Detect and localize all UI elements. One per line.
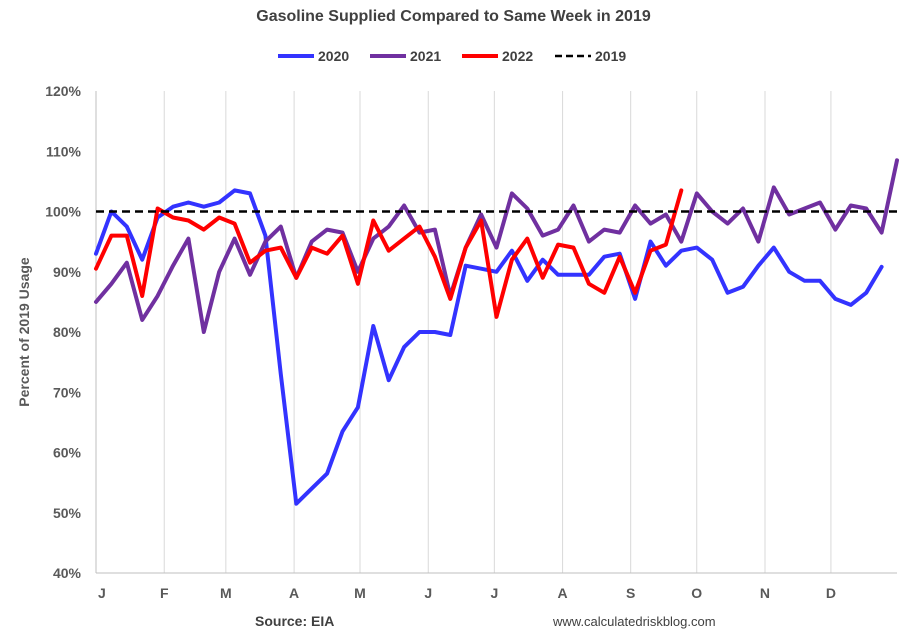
legend-label-2021: 2021 xyxy=(410,48,441,64)
y-tick-label: 80% xyxy=(53,324,82,340)
x-tick-label: N xyxy=(760,585,770,601)
x-tick-label: A xyxy=(558,585,568,601)
watermark-url: www.calculatedriskblog.com xyxy=(552,614,716,629)
legend-label-2020: 2020 xyxy=(318,48,349,64)
chart-title: Gasoline Supplied Compared to Same Week … xyxy=(256,8,651,25)
x-tick-label: J xyxy=(98,585,106,601)
x-tick-label: O xyxy=(691,585,702,601)
x-tick-label: M xyxy=(354,585,366,601)
series-line-2022 xyxy=(94,188,684,319)
y-tick-label: 70% xyxy=(53,384,82,400)
x-tick-label: M xyxy=(220,585,232,601)
series-layer xyxy=(94,158,899,506)
y-tick-label: 90% xyxy=(53,264,82,280)
source-label: Source: EIA xyxy=(255,613,334,629)
x-tick-label: S xyxy=(626,585,635,601)
x-tick-label: D xyxy=(826,585,836,601)
y-tick-label: 120% xyxy=(45,83,81,99)
axes-layer xyxy=(95,91,897,574)
x-tick-label: F xyxy=(160,585,169,601)
label-layer: 40% 50% 60% 70% 80% 90% 100% 110% 120% J F M A M J J A S O… xyxy=(16,83,836,629)
y-tick-label: 40% xyxy=(53,565,82,581)
series-line-2021 xyxy=(94,158,899,334)
x-tick-label: J xyxy=(424,585,432,601)
y-tick-label: 50% xyxy=(53,505,82,521)
legend: 2020 2021 2022 2019 xyxy=(278,48,626,64)
y-tick-label: 110% xyxy=(46,143,82,159)
y-tick-label: 100% xyxy=(45,204,81,220)
legend-label-2022: 2022 xyxy=(502,48,533,64)
x-tick-label: J xyxy=(490,585,498,601)
y-axis-title: Percent of 2019 Usage xyxy=(16,257,32,407)
x-tick-label: A xyxy=(289,585,299,601)
legend-label-2019: 2019 xyxy=(595,48,626,64)
y-tick-label: 60% xyxy=(53,445,82,461)
series-line-2020 xyxy=(94,188,884,506)
grid-layer xyxy=(163,91,832,573)
